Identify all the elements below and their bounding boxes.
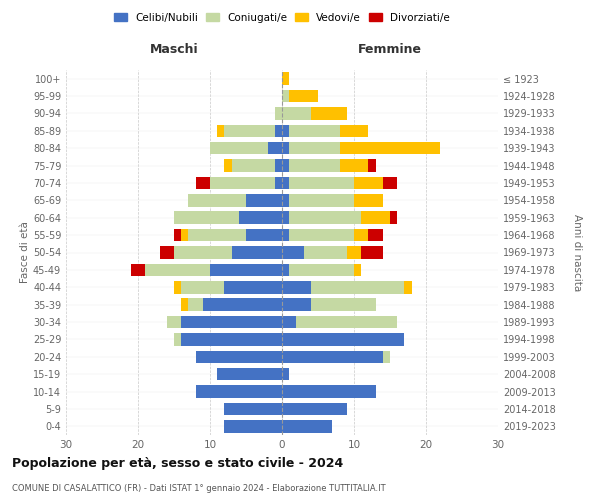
Bar [188,229,246,241]
Bar [340,142,440,154]
Bar [289,142,340,154]
Bar [282,160,289,172]
Bar [282,72,289,85]
Bar [181,316,282,328]
Bar [232,160,275,172]
Bar [282,142,289,154]
Bar [131,264,145,276]
Bar [361,212,390,224]
Bar [282,124,289,137]
Bar [296,316,397,328]
Bar [282,333,404,345]
Bar [181,229,188,241]
Bar [383,176,397,189]
Legend: Celibi/Nubili, Coniugati/e, Vedovi/e, Divorziati/e: Celibi/Nubili, Coniugati/e, Vedovi/e, Di… [111,10,453,26]
Bar [224,402,282,415]
Bar [232,246,282,259]
Bar [354,176,383,189]
Bar [224,160,232,172]
Bar [340,160,368,172]
Bar [174,246,232,259]
Bar [210,142,268,154]
Bar [311,298,376,311]
Bar [217,124,224,137]
Bar [282,246,304,259]
Bar [246,194,282,206]
Bar [224,420,282,432]
Bar [174,281,181,293]
Bar [188,298,203,311]
Bar [311,281,404,293]
Bar [289,212,361,224]
Bar [289,176,354,189]
Bar [390,212,397,224]
Bar [354,264,361,276]
Bar [246,229,282,241]
Bar [181,281,224,293]
Bar [340,124,368,137]
Bar [282,176,289,189]
Bar [282,212,289,224]
Bar [196,350,282,363]
Bar [210,176,275,189]
Bar [282,368,289,380]
Bar [160,246,174,259]
Bar [282,107,311,120]
Y-axis label: Fasce di età: Fasce di età [20,222,30,284]
Bar [224,124,275,137]
Bar [361,246,383,259]
Bar [282,386,376,398]
Bar [188,194,246,206]
Text: COMUNE DI CASALATTICO (FR) - Dati ISTAT 1° gennaio 2024 - Elaborazione TUTTITALI: COMUNE DI CASALATTICO (FR) - Dati ISTAT … [12,484,386,493]
Bar [368,160,376,172]
Bar [354,194,383,206]
Text: Maschi: Maschi [149,43,199,56]
Bar [239,212,282,224]
Bar [347,246,361,259]
Bar [289,90,318,102]
Bar [181,333,282,345]
Bar [174,229,181,241]
Bar [368,229,383,241]
Bar [354,229,368,241]
Bar [145,264,210,276]
Bar [282,298,311,311]
Bar [174,333,181,345]
Bar [275,160,282,172]
Bar [282,194,289,206]
Bar [304,246,347,259]
Bar [383,350,390,363]
Bar [196,176,210,189]
Bar [167,316,181,328]
Bar [289,124,340,137]
Bar [282,420,332,432]
Bar [217,368,282,380]
Bar [282,402,347,415]
Bar [174,212,239,224]
Bar [196,386,282,398]
Bar [275,176,282,189]
Bar [282,316,296,328]
Bar [268,142,282,154]
Bar [282,350,383,363]
Bar [275,124,282,137]
Bar [289,194,354,206]
Bar [181,298,188,311]
Bar [289,160,340,172]
Y-axis label: Anni di nascita: Anni di nascita [572,214,583,291]
Bar [282,90,289,102]
Bar [224,281,282,293]
Bar [210,264,282,276]
Bar [275,107,282,120]
Bar [282,281,311,293]
Bar [282,264,289,276]
Text: Popolazione per età, sesso e stato civile - 2024: Popolazione per età, sesso e stato civil… [12,458,343,470]
Text: Femmine: Femmine [358,43,422,56]
Bar [289,264,354,276]
Bar [404,281,412,293]
Bar [311,107,347,120]
Bar [282,229,289,241]
Bar [203,298,282,311]
Bar [289,229,354,241]
